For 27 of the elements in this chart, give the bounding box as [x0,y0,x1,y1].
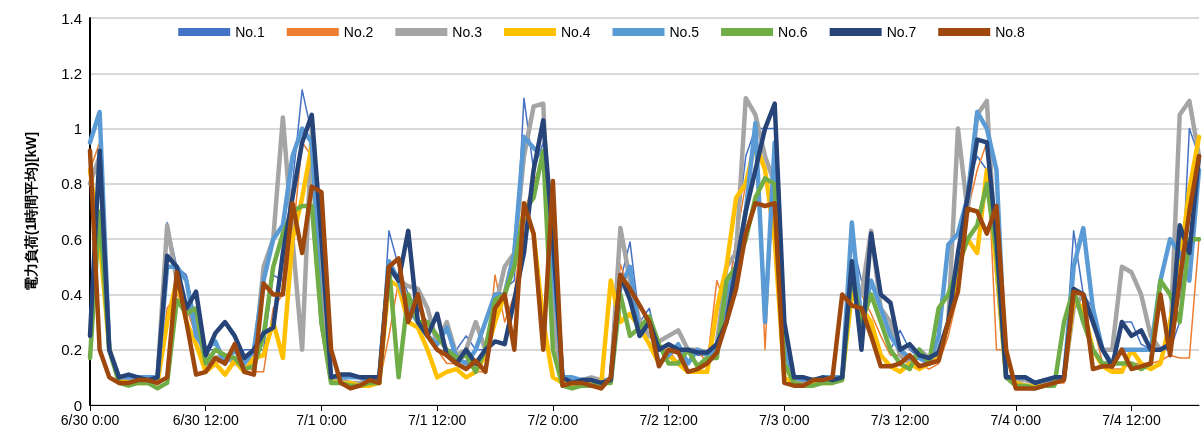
legend-label: No.4 [560,24,591,40]
x-tick-label: 7/3 0:00 [759,412,810,428]
x-tick-label: 7/2 12:00 [639,412,699,428]
y-tick-label: 1.4 [61,9,82,27]
y-axis-title: 電力負荷(1時間平均)[kW] [23,131,39,292]
legend-label: No.6 [778,24,808,40]
x-tick-label: 7/4 0:00 [990,412,1042,428]
x-tick-label: 6/30 0:00 [60,412,120,428]
y-tick-label: 0.2 [61,341,82,359]
y-tick-label: 0.6 [61,230,82,248]
y-tick-label: 0.4 [61,285,82,303]
x-tick-label: 7/4 12:00 [1102,412,1161,428]
y-tick-label: 1 [73,120,82,138]
x-tick-label: 7/1 0:00 [296,412,347,428]
y-tick-label: 0.8 [61,175,82,193]
legend-label: No.1 [235,24,265,40]
x-tick-label: 6/30 12:00 [172,412,240,428]
y-tick-label: 1.2 [61,64,82,82]
y-tick-label: 0 [73,396,82,414]
legend-label: No.8 [995,24,1025,40]
legend-label: No.3 [452,24,483,40]
legend-label: No.5 [669,24,700,40]
x-tick-label: 7/2 0:00 [527,412,579,428]
x-tick-label: 7/1 12:00 [407,412,467,428]
x-tick-label: 7/3 12:00 [870,412,930,428]
legend-label: No.7 [886,24,917,40]
legend-label: No.2 [343,24,374,40]
